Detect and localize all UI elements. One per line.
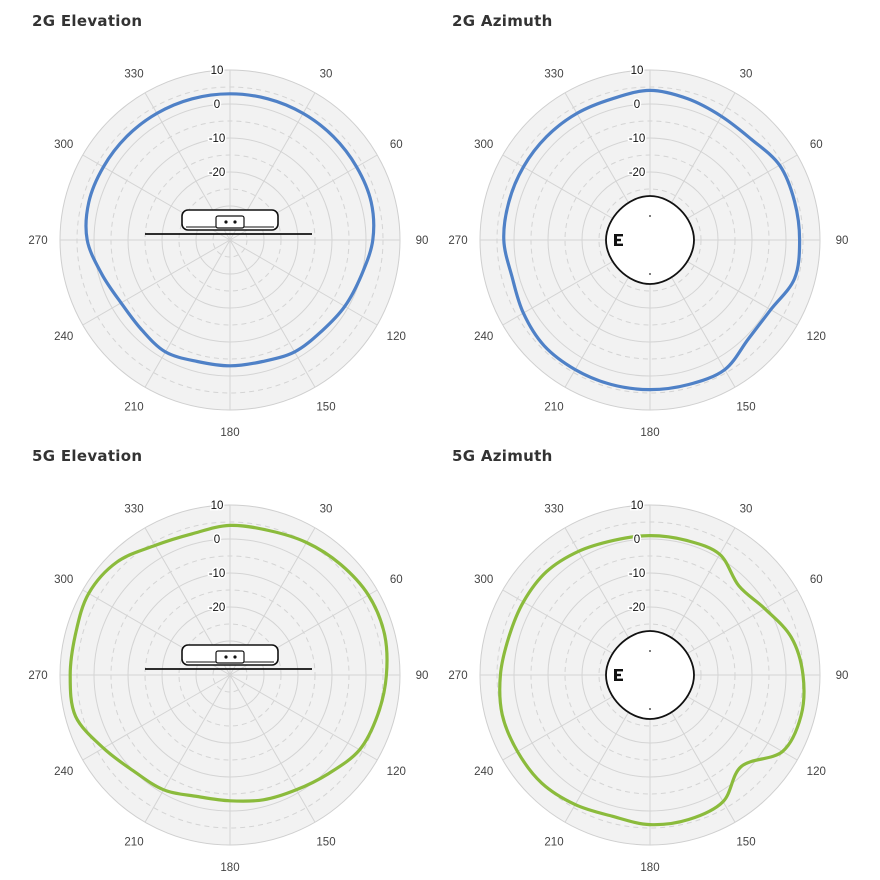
angle-tick-label: 300 <box>54 574 73 586</box>
angular-gridline <box>229 239 378 326</box>
angle-tick-label: 330 <box>544 69 563 81</box>
polar-chart: 30 60 90 120 150 180 210 240 270 300 330 10 0 -10 -20 <box>448 499 849 875</box>
angle-tick-label: 270 <box>28 235 47 247</box>
panel-2g-azimuth: 2G Azimuth 30 60 90 120 150 180 210 240 270 300 33… <box>420 0 860 440</box>
radial-tick-label: 0 <box>214 99 220 111</box>
angle-tick-label: 60 <box>390 139 403 151</box>
radial-tick-label: -20 <box>209 167 226 179</box>
angle-tick-label: 330 <box>124 504 143 516</box>
angle-tick-label: 60 <box>390 574 403 586</box>
angle-tick-label: 270 <box>448 235 467 247</box>
angular-gridline <box>229 674 316 823</box>
angle-tick-label: 150 <box>736 836 755 848</box>
angular-gridline <box>229 674 378 761</box>
series-line <box>502 88 802 392</box>
angle-tick-label: 300 <box>54 139 73 151</box>
angular-gridline <box>144 674 231 823</box>
angle-tick-label: 90 <box>416 670 429 682</box>
angle-tick-label: 330 <box>544 504 563 516</box>
radial-tick-label: 10 <box>631 65 644 77</box>
angle-tick-label: 120 <box>387 331 406 343</box>
angle-tick-label: 240 <box>474 331 493 343</box>
radial-tick-label: 0 <box>634 534 640 546</box>
angle-tick-label: 210 <box>544 836 563 848</box>
angle-tick-label: 240 <box>54 331 73 343</box>
angle-tick-label: 270 <box>448 670 467 682</box>
angle-tick-label: 240 <box>54 766 73 778</box>
chart-title: 5G Azimuth <box>452 447 553 465</box>
angle-tick-label: 270 <box>28 670 47 682</box>
top-view-access-point-icon <box>605 630 695 720</box>
angle-tick-label: 180 <box>220 862 239 874</box>
angle-tick-label: 210 <box>544 401 563 413</box>
angular-gridline <box>82 239 231 326</box>
angle-tick-label: 30 <box>740 504 753 516</box>
angle-tick-label: 180 <box>220 427 239 439</box>
panel-5g-elevation: 5G Elevation 30 60 90 120 150 180 210 240 270 300… <box>0 435 440 875</box>
angle-tick-label: 60 <box>810 139 823 151</box>
panel-2g-elevation: 2G Elevation 30 60 90 120 150 180 210 240 270 300… <box>0 0 440 440</box>
radial-tick-label: -20 <box>629 167 646 179</box>
radial-tick-label: -20 <box>629 602 646 614</box>
radial-tick-label: -10 <box>629 133 646 145</box>
angle-tick-label: 330 <box>124 69 143 81</box>
angle-tick-label: 30 <box>320 504 333 516</box>
angle-tick-label: 90 <box>836 670 849 682</box>
radial-tick-label: 10 <box>211 65 224 77</box>
angle-tick-label: 150 <box>316 836 335 848</box>
angle-tick-label: 300 <box>474 574 493 586</box>
panel-5g-azimuth: 5G Azimuth 30 60 90 120 150 180 210 240 270 300 33… <box>420 435 860 875</box>
chart-title: 2G Azimuth <box>452 12 553 30</box>
series-line <box>498 534 806 827</box>
chart-title: 2G Elevation <box>32 12 143 30</box>
radial-tick-label: 0 <box>214 534 220 546</box>
angle-tick-label: 120 <box>807 766 826 778</box>
top-view-access-point-icon <box>605 195 695 285</box>
angle-tick-label: 120 <box>387 766 406 778</box>
radial-tick-label: -20 <box>209 602 226 614</box>
angle-tick-label: 30 <box>740 69 753 81</box>
angular-gridline <box>229 239 316 388</box>
angle-tick-label: 30 <box>320 69 333 81</box>
polar-chart: 30 60 90 120 150 180 210 240 270 300 330 10 0 -10 -20 <box>448 64 849 440</box>
angle-tick-label: 240 <box>474 766 493 778</box>
radial-tick-label: 0 <box>634 99 640 111</box>
angle-tick-label: 60 <box>810 574 823 586</box>
angle-tick-label: 210 <box>124 836 143 848</box>
angle-tick-label: 210 <box>124 401 143 413</box>
radial-tick-label: 10 <box>631 500 644 512</box>
series-line <box>84 92 376 368</box>
angle-tick-label: 150 <box>316 401 335 413</box>
radial-tick-label: -10 <box>209 568 226 580</box>
angle-tick-label: 150 <box>736 401 755 413</box>
angle-tick-label: 300 <box>474 139 493 151</box>
polar-chart: 30 60 90 120 150 180 210 240 270 300 330 10 0 -10 -20 <box>28 64 429 440</box>
angular-gridline <box>82 674 231 761</box>
angle-tick-label: 90 <box>416 235 429 247</box>
radial-tick-label: -10 <box>629 568 646 580</box>
angle-tick-label: 180 <box>640 427 659 439</box>
series-line <box>68 523 389 803</box>
angular-gridline <box>144 239 231 388</box>
side-view-access-point-icon <box>145 209 312 235</box>
angle-tick-label: 90 <box>836 235 849 247</box>
chart-title: 5G Elevation <box>32 447 143 465</box>
radial-tick-label: -10 <box>209 133 226 145</box>
angle-tick-label: 180 <box>640 862 659 874</box>
radial-tick-label: 10 <box>211 500 224 512</box>
polar-chart: 30 60 90 120 150 180 210 240 270 300 330 10 0 -10 -20 <box>28 499 429 875</box>
angle-tick-label: 120 <box>807 331 826 343</box>
side-view-access-point-icon <box>145 644 312 670</box>
